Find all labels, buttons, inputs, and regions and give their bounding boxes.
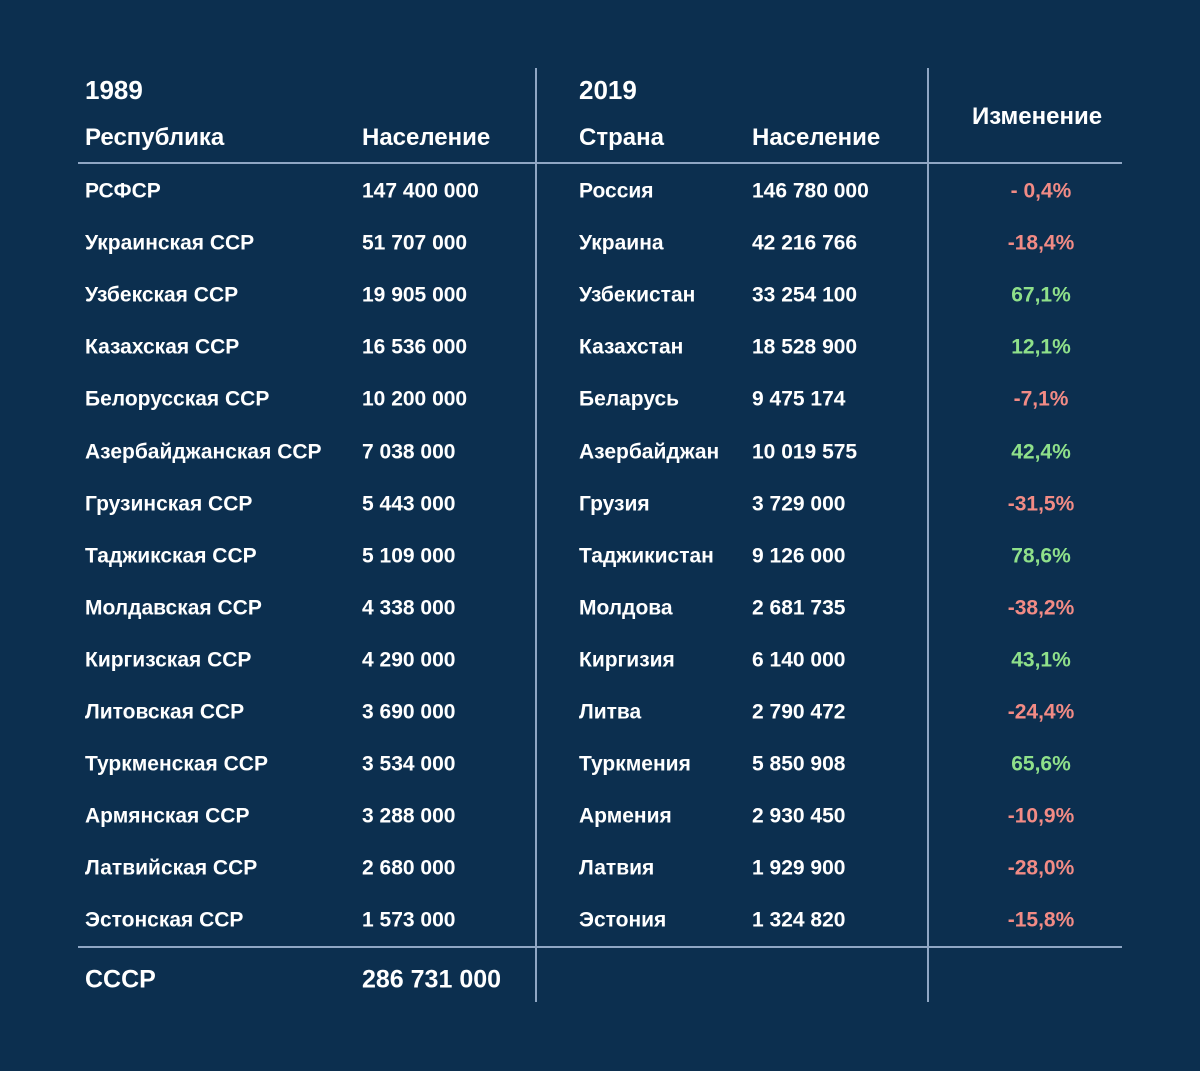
cell: 5 443 000 [362, 492, 456, 516]
cell: Украинская ССР [85, 231, 255, 255]
cell: 2 680 000 [362, 856, 456, 880]
cell: 42 216 766 [752, 231, 858, 255]
cell: Латвийская ССР [85, 856, 258, 880]
cell: Грузинская ССР [85, 492, 253, 516]
cell: Азербайджанская ССР [85, 440, 322, 463]
cell: Туркменская ССР [85, 752, 268, 776]
cell: Эстония [579, 908, 667, 932]
rule [78, 162, 1122, 164]
cell: 1 324 820 [752, 908, 846, 932]
change-cell: -10,9% [1007, 804, 1075, 828]
cell: 19 905 000 [362, 283, 468, 307]
cell: Белорусская ССР [85, 387, 270, 411]
rule [927, 68, 929, 1002]
change-cell: 78,6% [1011, 544, 1071, 568]
cell: Грузия [579, 492, 650, 516]
cell: Армянская ССР [85, 804, 250, 828]
total-label: СССР [85, 965, 156, 994]
cell: 147 400 000 [362, 179, 479, 203]
change-cell: -24,4% [1007, 700, 1075, 724]
cell: Армения [579, 804, 672, 828]
cell: 146 780 000 [752, 179, 869, 203]
cell: 9 475 174 [752, 387, 846, 411]
cell: 9 126 000 [752, 544, 846, 568]
change-cell: -31,5% [1007, 492, 1075, 516]
cell: 2 790 472 [752, 700, 846, 724]
cell: 6 140 000 [752, 648, 846, 672]
total-value: 286 731 000 [362, 965, 502, 994]
change-cell: -28,0% [1007, 856, 1075, 880]
cell: 4 290 000 [362, 648, 456, 672]
cell: 4 338 000 [362, 596, 456, 620]
cell: Украина [579, 231, 664, 255]
cell: Литва [579, 700, 642, 724]
change-cell: -18,4% [1007, 231, 1075, 255]
cell: Молдова [579, 596, 673, 620]
change-cell: -15,8% [1007, 908, 1075, 932]
cell: 3 288 000 [362, 804, 456, 828]
cell: 3 690 000 [362, 700, 456, 724]
change-cell: -38,2% [1007, 596, 1075, 620]
change-cell: 65,6% [1011, 752, 1071, 776]
cell: Узбекская ССР [85, 283, 239, 307]
column-header: Население [362, 124, 491, 151]
cell: Таджикская ССР [85, 544, 257, 568]
rule [535, 68, 537, 1002]
cell: 1 573 000 [362, 908, 456, 932]
cell: Казахская ССР [85, 335, 240, 359]
cell: 51 707 000 [362, 231, 468, 255]
cell: Литовская ССР [85, 700, 245, 724]
change-cell: - 0,4% [1010, 179, 1072, 203]
cell: 7 038 000 [362, 440, 456, 463]
change-cell: 42,4% [1011, 440, 1071, 463]
cell: 16 536 000 [362, 335, 468, 359]
cell: 10 019 575 [752, 440, 858, 463]
cell: Россия [579, 179, 654, 203]
cell: 33 254 100 [752, 283, 858, 307]
column-header: Изменение [971, 103, 1103, 130]
cell: 18 528 900 [752, 335, 858, 359]
cell: 1 929 900 [752, 856, 846, 880]
cell: 2 930 450 [752, 804, 846, 828]
year-heading: 2019 [579, 75, 637, 105]
cell: Беларусь [579, 387, 680, 411]
change-cell: -7,1% [1013, 387, 1069, 411]
cell: Киргизия [579, 648, 675, 672]
cell: Казахстан [579, 335, 684, 359]
cell: Таджикистан [579, 544, 714, 568]
rule [78, 946, 1122, 948]
cell: Узбекистан [579, 283, 696, 307]
cell: 2 681 735 [752, 596, 846, 620]
cell: РСФСР [85, 179, 161, 203]
cell: 5 850 908 [752, 752, 846, 776]
cell: Киргизская ССР [85, 648, 252, 672]
change-cell: 43,1% [1011, 648, 1071, 672]
column-header: Население [752, 124, 881, 151]
change-cell: 67,1% [1011, 283, 1071, 307]
year-heading: 1989 [85, 75, 143, 105]
cell: 10 200 000 [362, 387, 468, 411]
column-header: Страна [579, 124, 664, 151]
cell: Туркмения [579, 752, 691, 776]
cell: Латвия [579, 856, 655, 880]
change-cell: 12,1% [1011, 335, 1071, 359]
cell: 3 729 000 [752, 492, 846, 516]
cell: 3 534 000 [362, 752, 456, 776]
cell: Эстонская ССР [85, 908, 244, 932]
cell: Молдавская ССР [85, 596, 262, 620]
column-header: Республика [85, 124, 225, 151]
cell: Азербайджан [579, 440, 720, 463]
cell: 5 109 000 [362, 544, 456, 568]
